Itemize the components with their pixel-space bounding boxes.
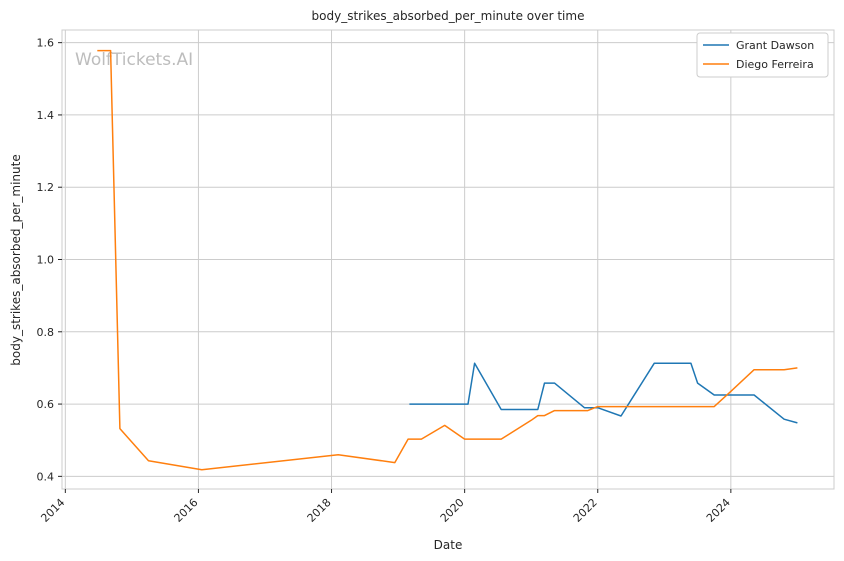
y-tick-label: 0.8 bbox=[37, 326, 55, 339]
y-tick-label: 0.4 bbox=[37, 470, 55, 483]
legend-label-grant-dawson: Grant Dawson bbox=[736, 39, 814, 52]
y-tick-label: 1.0 bbox=[37, 254, 55, 267]
x-axis-label: Date bbox=[434, 538, 463, 552]
chart-title: body_strikes_absorbed_per_minute over ti… bbox=[312, 9, 585, 23]
y-tick-label: 0.6 bbox=[37, 398, 55, 411]
legend-label-diego-ferreira: Diego Ferreira bbox=[736, 58, 814, 71]
y-axis-ticks: 0.4 0.6 0.8 1.0 1.2 1.4 1.6 bbox=[37, 37, 62, 483]
series-line-diego-ferreira bbox=[97, 49, 798, 471]
y-axis-label: body_strikes_absorbed_per_minute bbox=[9, 154, 23, 365]
y-tick-label: 1.2 bbox=[37, 181, 55, 194]
series-line-grant-dawson bbox=[409, 362, 798, 424]
legend-box bbox=[696, 32, 829, 78]
series-layer bbox=[97, 49, 798, 471]
y-tick-label: 1.4 bbox=[37, 109, 55, 122]
y-tick-label: 1.6 bbox=[37, 37, 55, 50]
legend: Grant Dawson Diego Ferreira bbox=[696, 32, 829, 78]
watermark: WolfTickets.AI bbox=[75, 50, 193, 70]
